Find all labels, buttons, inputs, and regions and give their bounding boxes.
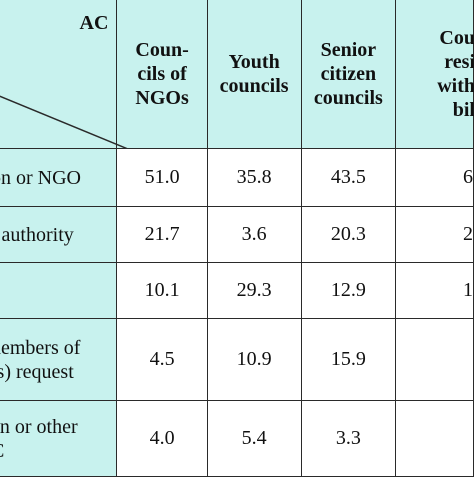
cell-value: 10.1 bbox=[116, 262, 208, 319]
cell-value: 4.0 bbox=[116, 400, 208, 477]
cell-value: 3.6 bbox=[206, 206, 302, 263]
cell-value bbox=[395, 400, 474, 477]
row-label: nembers of ts) request bbox=[0, 318, 118, 401]
cell-value: 51.0 bbox=[116, 148, 208, 207]
column-header-councils-of-ngos: Coun- cils of NGOs bbox=[116, 0, 208, 149]
cell-value: 6 bbox=[395, 148, 474, 207]
corner-label: AC bbox=[79, 12, 109, 34]
cell-value bbox=[395, 318, 474, 401]
cell-value: 1 bbox=[395, 262, 474, 319]
cell-value: 43.5 bbox=[300, 148, 397, 207]
column-header-partial: Cou resi with bil bbox=[395, 0, 474, 149]
cell-value: 35.8 bbox=[206, 148, 302, 207]
row-label: l authority bbox=[0, 206, 118, 263]
row-label: t bbox=[0, 262, 118, 319]
cell-value: 10.9 bbox=[206, 318, 302, 401]
table-row: t 10.1 29.3 12.9 1 bbox=[0, 262, 474, 319]
cell-value: 29.3 bbox=[206, 262, 302, 319]
table-row: nembers of ts) request 4.5 10.9 15.9 bbox=[0, 318, 474, 401]
row-label: an or other C bbox=[0, 400, 118, 477]
table-row: on or NGO 51.0 35.8 43.5 6 bbox=[0, 148, 474, 207]
cell-value: 4.5 bbox=[116, 318, 208, 401]
row-label: on or NGO bbox=[0, 148, 118, 207]
column-header-youth-councils: Youth councils bbox=[206, 0, 302, 149]
table-row: an or other C 4.0 5.4 3.3 bbox=[0, 400, 474, 477]
cell-value: 2 bbox=[395, 206, 474, 263]
cell-value: 20.3 bbox=[300, 206, 397, 263]
corner-header-cell: AC bbox=[0, 0, 128, 149]
cell-value: 3.3 bbox=[300, 400, 397, 477]
cell-value: 5.4 bbox=[206, 400, 302, 477]
column-header-senior-citizen-councils: Senior citizen councils bbox=[300, 0, 397, 149]
cell-value: 12.9 bbox=[300, 262, 397, 319]
table-row: l authority 21.7 3.6 20.3 2 bbox=[0, 206, 474, 263]
diagonal-divider bbox=[0, 95, 128, 149]
cell-value: 21.7 bbox=[116, 206, 208, 263]
cell-value: 15.9 bbox=[300, 318, 397, 401]
